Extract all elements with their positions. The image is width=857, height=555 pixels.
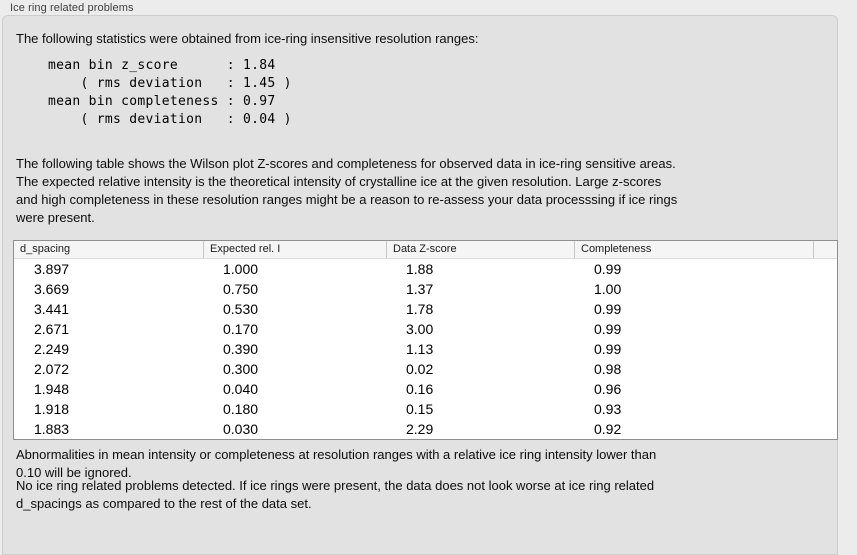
table-cell: 0.96 (594, 381, 622, 397)
table-cell: 0.390 (223, 341, 259, 357)
table-cell: 1.000 (223, 261, 259, 277)
table-row[interactable]: 1.883 0.030 2.29 0.92 (14, 419, 837, 439)
table-cell: 1.13 (406, 341, 434, 357)
table-row[interactable]: 2.072 0.300 0.02 0.98 (14, 359, 837, 379)
table-cell: 0.15 (406, 401, 434, 417)
table-cell: 1.88 (406, 261, 434, 277)
stats-block: mean bin z_score : 1.84 ( rms deviation … (48, 58, 292, 127)
table-cell: 0.02 (406, 361, 434, 377)
table-cell: 0.170 (223, 321, 259, 337)
table-cell: 2.671 (34, 321, 70, 337)
table-description: The following table shows the Wilson plo… (16, 156, 678, 225)
table-body: 3.897 1.000 1.88 0.99 3.669 0.750 1.37 1.00 3.44… (14, 259, 837, 439)
table-header-spacer (813, 241, 837, 258)
table-row[interactable]: 3.669 0.750 1.37 1.00 (14, 279, 837, 299)
table-cell: 2.072 (34, 361, 70, 377)
table-cell: 0.040 (223, 381, 259, 397)
table-header-row: d_spacing Expected rel. I Data Z-score C… (14, 241, 837, 259)
table-cell: 0.99 (594, 301, 622, 317)
table-cell: 0.93 (594, 401, 622, 417)
table-cell: 1.78 (406, 301, 434, 317)
table-cell: 0.98 (594, 361, 622, 377)
table-header-expected-rel-i[interactable]: Expected rel. I (203, 241, 386, 258)
table-cell: 3.897 (34, 261, 70, 277)
table-row[interactable]: 2.671 0.170 3.00 0.99 (14, 319, 837, 339)
table-cell: 3.441 (34, 301, 70, 317)
table-cell: 0.99 (594, 321, 622, 337)
conclusion-text: No ice ring related problems detected. I… (16, 478, 655, 511)
table-cell: 0.99 (594, 341, 622, 357)
panel-title: Ice ring related problems (10, 2, 134, 14)
table-cell: 1.918 (34, 401, 70, 417)
table-cell: 0.530 (223, 301, 259, 317)
table-cell: 0.750 (223, 281, 259, 297)
table-header-d-spacing[interactable]: d_spacing (20, 243, 71, 255)
table-cell: 1.37 (406, 281, 434, 297)
table-cell: 3.00 (406, 321, 434, 337)
table-cell: 2.29 (406, 421, 434, 437)
table-cell: 0.16 (406, 381, 434, 397)
ice-ring-table: d_spacing Expected rel. I Data Z-score C… (13, 240, 838, 440)
ice-ring-groupbox: The following statistics were obtained f… (2, 15, 838, 555)
table-cell: 1.00 (594, 281, 622, 297)
table-row[interactable]: 1.918 0.180 0.15 0.93 (14, 399, 837, 419)
table-cell: 1.948 (34, 381, 70, 397)
ignore-note: Abnormalities in mean intensity or compl… (16, 447, 657, 480)
table-cell: 0.92 (594, 421, 622, 437)
table-cell: 2.249 (34, 341, 70, 357)
table-cell: 0.99 (594, 261, 622, 277)
table-cell: 0.030 (223, 421, 259, 437)
table-header-data-z-score[interactable]: Data Z-score (386, 241, 574, 258)
table-cell: 0.300 (223, 361, 259, 377)
table-cell: 3.669 (34, 281, 70, 297)
table-row[interactable]: 3.897 1.000 1.88 0.99 (14, 259, 837, 279)
table-cell: 0.180 (223, 401, 259, 417)
table-cell: 1.883 (34, 421, 70, 437)
table-row[interactable]: 1.948 0.040 0.16 0.96 (14, 379, 837, 399)
table-header-completeness[interactable]: Completeness (574, 241, 813, 258)
table-row[interactable]: 2.249 0.390 1.13 0.99 (14, 339, 837, 359)
intro-text: The following statistics were obtained f… (16, 31, 479, 46)
table-row[interactable]: 3.441 0.530 1.78 0.99 (14, 299, 837, 319)
